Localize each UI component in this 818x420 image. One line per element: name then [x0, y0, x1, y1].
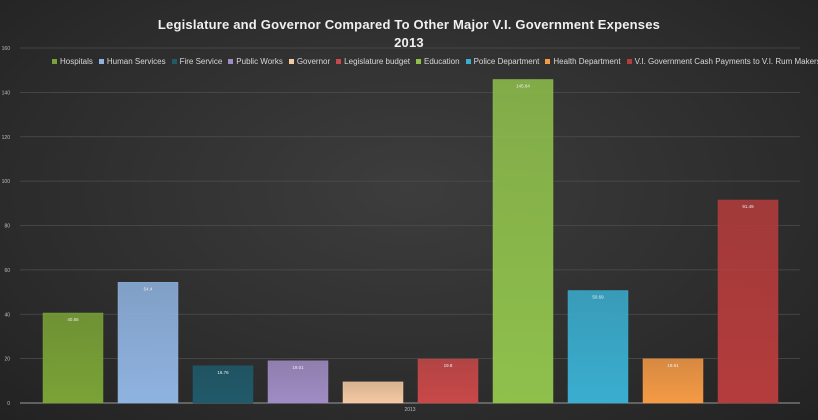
data-label: 19.91 — [667, 363, 679, 368]
legend-label: Health Department — [553, 57, 621, 66]
bar — [192, 365, 254, 404]
data-label: 19.01 — [292, 365, 304, 370]
legend-swatch — [545, 59, 551, 64]
legend-label: Human Services — [106, 57, 166, 66]
legend-item: Public Works — [228, 57, 283, 66]
x-tick-label: 2013 — [404, 407, 415, 413]
legend-label: Public Works — [236, 57, 283, 66]
legend-label: Governor — [296, 57, 331, 66]
y-tick-label: 40 — [4, 312, 10, 318]
bar — [42, 312, 104, 404]
data-label: 40.56 — [67, 317, 79, 322]
bar — [567, 290, 629, 404]
legend-swatch — [416, 59, 421, 64]
legend-label: Police Department — [473, 57, 540, 66]
chart-subtitle: 2013 — [394, 35, 424, 50]
legend-swatch — [336, 59, 342, 64]
y-tick-label: 80 — [4, 224, 10, 230]
legend-label: Legislature budget — [344, 57, 410, 66]
y-tick-label: 0 — [7, 401, 10, 407]
legend-label: Hospitals — [60, 57, 93, 66]
legend-swatch — [288, 59, 294, 64]
bar — [717, 199, 779, 404]
bar — [117, 282, 179, 404]
y-tick-label: 20 — [4, 357, 10, 363]
legend-swatch — [228, 59, 234, 64]
y-tick-label: 160 — [2, 46, 11, 52]
legend-item: Education — [416, 57, 460, 66]
legend-label: V.I. Government Cash Payments to V.I. Ru… — [634, 57, 818, 66]
data-label: 145.84 — [516, 84, 530, 89]
legend-label: Education — [424, 57, 460, 66]
legend-item: Police Department — [465, 57, 540, 66]
legend-item: Hospitals — [52, 57, 93, 66]
legend-item: Fire Service — [171, 57, 223, 66]
data-label: 16.76 — [217, 370, 229, 375]
bar — [642, 358, 704, 404]
legend: Hospitals Human Services Fire Service Publi… — [52, 57, 818, 66]
legend-swatch — [465, 59, 471, 64]
legend-swatch — [626, 59, 632, 64]
legend-item: V.I. Government Cash Payments to V.I. Ru… — [626, 57, 818, 66]
data-label: 19.8 — [444, 363, 453, 368]
data-label: 50.69 — [592, 295, 604, 300]
data-label: 91.49 — [742, 204, 754, 209]
legend-item: Legislature budget — [336, 57, 410, 66]
y-tick-label: 140 — [2, 90, 11, 96]
legend-swatch — [52, 59, 57, 64]
bar — [417, 358, 479, 404]
bar — [267, 360, 329, 404]
legend-item: Health Department — [545, 57, 621, 66]
legend-label: Fire Service — [179, 57, 223, 66]
y-tick-label: 60 — [4, 268, 10, 274]
legend-swatch — [171, 59, 177, 64]
legend-swatch — [98, 59, 104, 64]
legend-item: Human Services — [98, 57, 166, 66]
bar — [342, 381, 404, 404]
legend-item: Governor — [288, 57, 331, 66]
chart-title: Legislature and Governor Compared To Oth… — [157, 17, 661, 32]
y-tick-label: 120 — [2, 135, 11, 141]
bar — [492, 79, 554, 404]
y-tick-label: 100 — [2, 179, 11, 185]
data-label: 54.4 — [144, 286, 153, 291]
